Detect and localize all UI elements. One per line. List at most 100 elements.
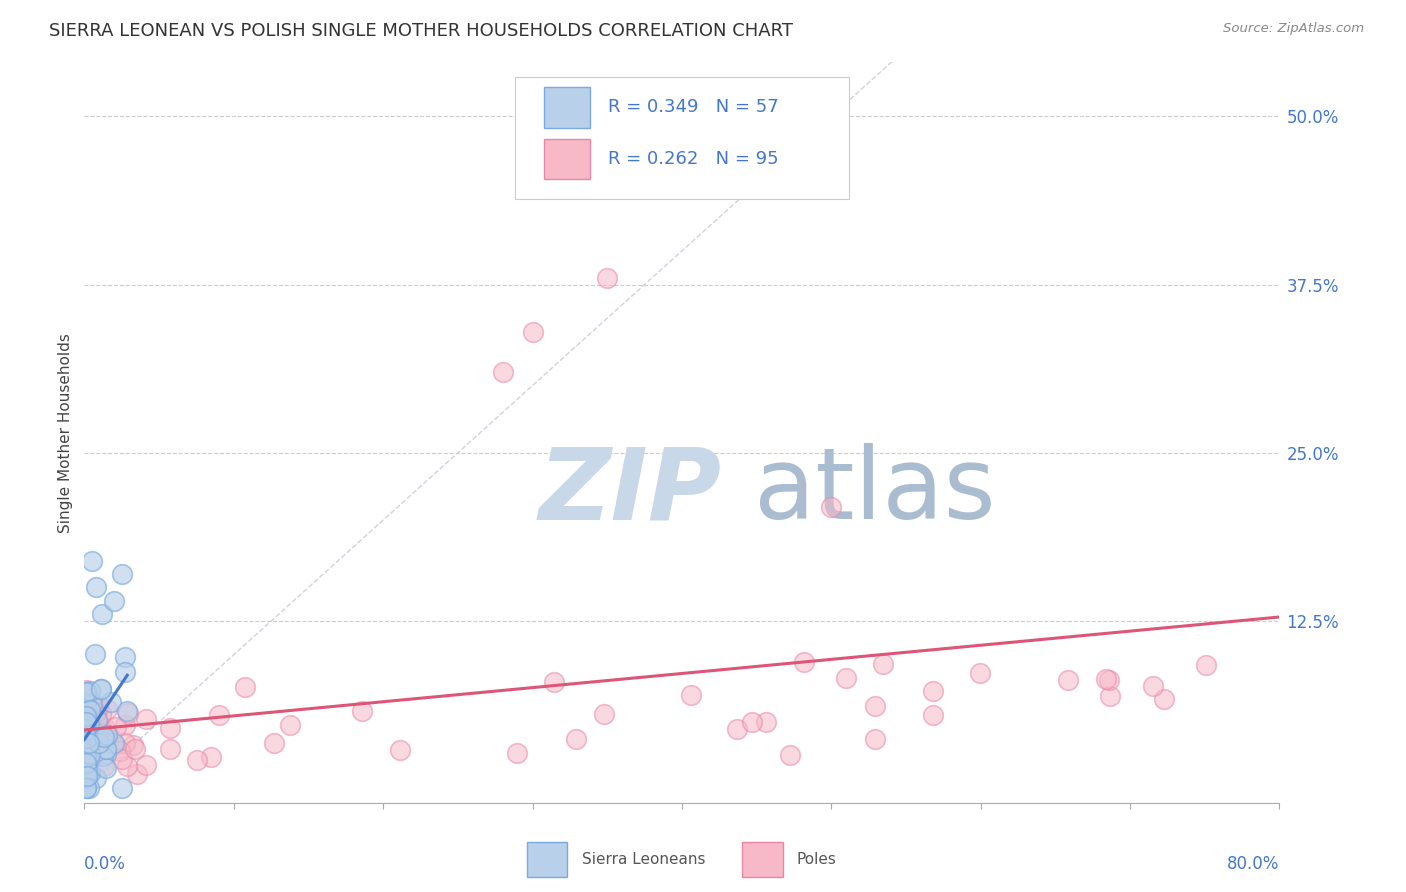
Point [755,715,778,730]
Point [592,706,614,721]
Point [75,756,97,771]
Point [75,721,97,735]
Point [1057,673,1080,687]
Y-axis label: Single Mother Households: Single Mother Households [58,333,73,533]
Point [75,727,97,741]
FancyBboxPatch shape [544,87,591,128]
Point [186,754,208,768]
Point [77,736,100,750]
Point [90,706,112,721]
Point [77,764,100,779]
Point [111,752,134,766]
Point [863,699,886,714]
Text: Poles: Poles [797,852,837,867]
Point [75,709,97,723]
Point [75,696,97,710]
Point [96,702,118,716]
Point [86,581,108,595]
Point [1195,658,1218,673]
Point [75,726,97,740]
Point [103,594,125,608]
Point [93,749,115,764]
Point [76,758,98,772]
Point [76,714,98,728]
Point [263,736,285,750]
Point [1095,672,1118,686]
Point [75,750,97,764]
Point [76,731,98,745]
Point [82,741,104,756]
Point [103,736,125,750]
FancyBboxPatch shape [515,78,849,200]
Point [1098,689,1121,703]
Text: SIERRA LEONEAN VS POLISH SINGLE MOTHER HOUSEHOLDS CORRELATION CHART: SIERRA LEONEAN VS POLISH SINGLE MOTHER H… [49,22,793,40]
Point [872,657,894,672]
Point [125,766,148,780]
Point [388,742,411,756]
Text: Sierra Leoneans: Sierra Leoneans [582,852,706,867]
Point [820,500,842,514]
Point [89,737,111,751]
Point [75,683,97,698]
Point [77,761,100,775]
Point [233,680,256,694]
Point [89,716,111,731]
Point [969,666,991,681]
Point [75,750,97,764]
Point [90,682,112,697]
Point [91,607,114,622]
Point [75,718,97,732]
Point [135,712,157,726]
Point [83,648,105,662]
Point [700,150,723,164]
Point [82,727,104,741]
Point [1098,673,1121,687]
Point [543,675,565,690]
Point [77,720,100,734]
Point [110,744,132,758]
Point [75,715,97,730]
Point [94,721,117,735]
Point [863,732,886,747]
Point [492,365,515,379]
Point [114,649,136,664]
Text: ZIP: ZIP [538,443,721,541]
Point [159,721,181,735]
Point [76,747,98,762]
Point [96,728,118,742]
Point [84,706,107,720]
Point [84,705,107,719]
Point [87,727,110,741]
Point [77,722,100,736]
Point [104,738,127,752]
Point [111,780,134,795]
Point [1153,692,1175,706]
Point [84,772,107,786]
Text: 80.0%: 80.0% [1227,855,1279,872]
Point [278,718,301,732]
Point [793,655,815,669]
Point [79,765,101,780]
Point [75,720,97,734]
Point [90,682,112,697]
Point [114,718,136,732]
Point [93,730,115,744]
Point [114,736,136,750]
Point [77,710,100,724]
Point [76,769,98,783]
Point [75,685,97,699]
Point [75,772,97,786]
FancyBboxPatch shape [742,842,783,877]
Point [75,722,97,736]
Point [922,708,945,723]
Point [1142,679,1164,693]
Point [75,709,97,723]
Point [79,747,101,761]
Point [115,704,138,718]
Point [94,741,117,756]
Text: R = 0.349   N = 57: R = 0.349 N = 57 [607,98,779,116]
Point [75,737,97,751]
Point [100,695,122,709]
Point [75,780,97,795]
Point [114,665,136,679]
